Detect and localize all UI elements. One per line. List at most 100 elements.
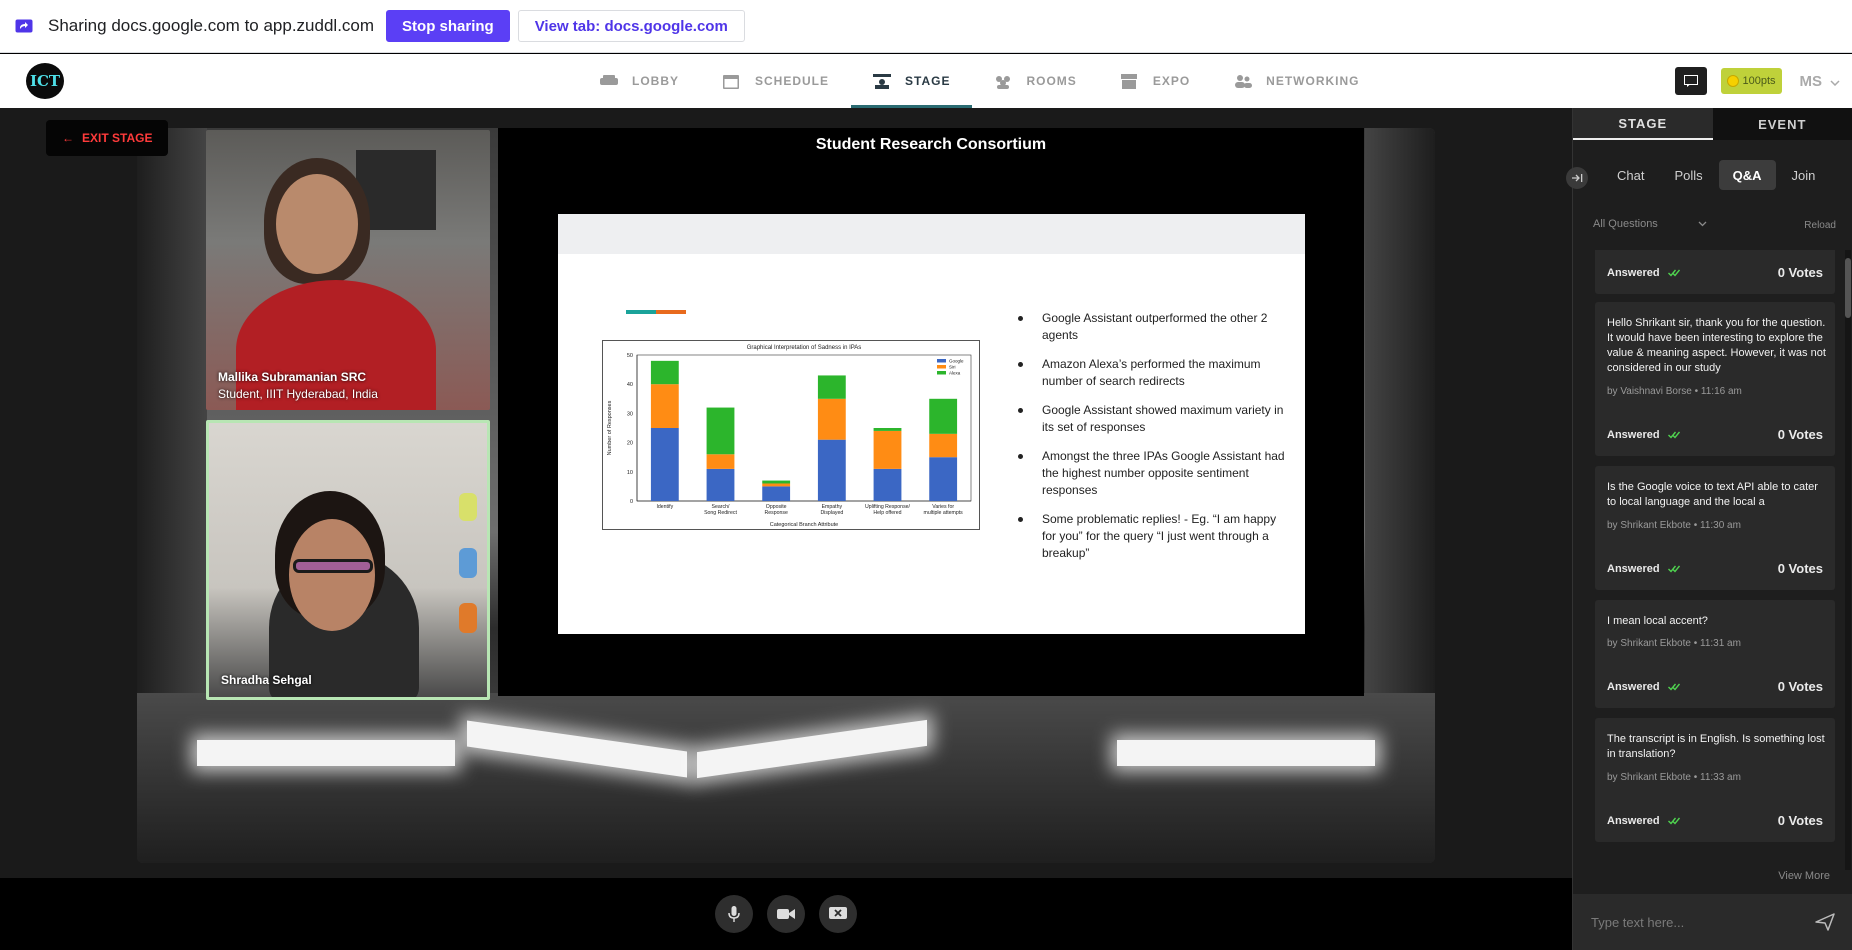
nav-item-stage[interactable]: STAGE — [851, 54, 973, 108]
toy-figure — [459, 493, 477, 521]
bar-segment — [706, 468, 735, 501]
x-tick-label: Opposite — [766, 504, 787, 510]
x-tick-label: multiple attempts — [924, 510, 964, 516]
stage-light — [1117, 740, 1375, 766]
main-nav: LOBBY SCHEDULE STAGE ROOMS EXPO NETWORKI… — [578, 54, 1382, 108]
question-meta: by Shrikant Ekbote • 11:31 am — [1607, 638, 1741, 649]
speaker-shirt — [236, 280, 436, 410]
x-tick-label: Identify — [656, 504, 673, 510]
bullet-item: Google Assistant showed maximum variety … — [1016, 402, 1286, 436]
screen-share-toggle-button[interactable] — [819, 895, 857, 933]
view-more-link[interactable]: View More — [1778, 870, 1830, 882]
nav-item-schedule[interactable]: SCHEDULE — [701, 54, 851, 108]
bar-segment — [817, 375, 846, 399]
nav-item-networking[interactable]: NETWORKING — [1212, 54, 1381, 108]
booth-icon — [1120, 73, 1141, 89]
votes-count: 0 Votes — [1777, 427, 1823, 442]
question-text: I mean local accent? — [1607, 615, 1708, 627]
double-check-icon — [1667, 565, 1680, 573]
event-logo[interactable]: ICT — [26, 63, 64, 99]
legend-swatch — [937, 359, 946, 363]
sadness-chart: Graphical Interpretation of Sadness in I… — [607, 345, 972, 528]
subtab-join[interactable]: Join — [1791, 167, 1816, 183]
stage-controls — [0, 878, 1572, 950]
question-footer: Answered 0 Votes — [1607, 561, 1823, 576]
video-camera-icon — [777, 909, 795, 919]
nav-item-expo[interactable]: EXPO — [1099, 54, 1212, 108]
bar-segment — [817, 439, 846, 501]
bar-segment — [873, 468, 902, 501]
question-card: Hello Shrikant sir, thank you for the qu… — [1595, 302, 1835, 456]
collapse-arrow-icon — [1572, 174, 1583, 182]
nav-right-group: 100pts MS — [1675, 54, 1852, 108]
microphone-button[interactable] — [715, 895, 753, 933]
calendar-icon — [723, 73, 743, 89]
bar-segment — [817, 398, 846, 440]
microphone-icon — [728, 906, 740, 922]
stage-floor — [137, 693, 1435, 863]
double-check-icon — [1667, 269, 1680, 277]
view-tab-button[interactable]: View tab: docs.google.com — [517, 10, 745, 42]
nav-item-label: STAGE — [905, 74, 951, 88]
question-card: The transcript is in English. Is somethi… — [1595, 718, 1835, 842]
scrollbar-track[interactable] — [1845, 250, 1851, 870]
camera-button[interactable] — [767, 895, 805, 933]
toy-figure — [459, 603, 477, 633]
legend-label: Alexa — [949, 371, 961, 376]
bar-segment — [650, 384, 679, 428]
nav-item-label: ROOMS — [1026, 74, 1077, 88]
points-badge[interactable]: 100pts — [1721, 68, 1782, 94]
question-text: Hello Shrikant sir, thank you for the qu… — [1607, 317, 1826, 374]
coin-icon — [1727, 75, 1740, 87]
tab-event[interactable]: EVENT — [1712, 108, 1852, 140]
x-tick-label: Search/ — [712, 504, 730, 510]
votes-count: 0 Votes — [1777, 813, 1823, 828]
bar-segment — [650, 428, 679, 501]
stop-sharing-button[interactable]: Stop sharing — [386, 10, 510, 42]
tab-stage[interactable]: STAGE — [1573, 108, 1713, 140]
subtab-polls[interactable]: Polls — [1674, 167, 1703, 183]
exit-stage-button[interactable]: ← EXIT STAGE — [46, 120, 169, 156]
slide: Graphical Interpretation of Sadness in I… — [558, 214, 1305, 634]
bar-segment — [873, 430, 902, 469]
slide-accent-line — [626, 310, 686, 314]
answered-status: Answered — [1607, 815, 1680, 827]
user-menu[interactable]: MS — [1800, 73, 1841, 90]
question-input[interactable] — [1591, 914, 1805, 930]
nav-item-lobby[interactable]: LOBBY — [578, 54, 701, 108]
answered-status: Answered — [1607, 267, 1680, 279]
votes-count: 0 Votes — [1777, 679, 1823, 694]
speaker-video-1[interactable]: Mallika Subramanian SRC Student, IIIT Hy… — [206, 130, 490, 410]
x-tick-label: Varies for — [932, 504, 954, 510]
x-tick-label: Displayed — [820, 510, 843, 516]
legend-label: Siri — [949, 365, 956, 370]
double-check-icon — [1667, 683, 1680, 691]
speaker-video-2[interactable]: Shradha Sehgal — [206, 420, 490, 700]
people-group-icon — [994, 73, 1014, 89]
glasses — [293, 559, 373, 573]
answered-label: Answered — [1607, 680, 1660, 693]
subtab-qa[interactable]: Q&A — [1718, 160, 1776, 190]
presentation-window[interactable]: Student Research Consortium Graphical In… — [498, 128, 1364, 696]
nav-item-label: EXPO — [1152, 74, 1191, 88]
question-footer: Answered 0 Votes — [1607, 265, 1823, 280]
scrollbar-thumb[interactable] — [1845, 258, 1851, 318]
answered-label: Answered — [1607, 428, 1660, 441]
bar-segment — [929, 457, 958, 501]
user-initials: MS — [1799, 72, 1823, 90]
question-card: Answered 0 Votes — [1595, 250, 1835, 294]
subtab-chat[interactable]: Chat — [1617, 167, 1645, 183]
bullet-item: Amongst the three IPAs Google Assistant … — [1016, 448, 1286, 499]
send-icon[interactable] — [1815, 913, 1835, 931]
plot-frame — [636, 354, 972, 502]
qa-input-bar — [1573, 894, 1852, 950]
question-filter-dropdown[interactable]: All Questions — [1593, 218, 1707, 230]
bar-segment — [873, 428, 902, 431]
reload-button[interactable]: Reload — [1804, 220, 1836, 231]
collapse-sidebar-button[interactable] — [1566, 167, 1588, 189]
x-tick-label: Song Redirect — [704, 510, 737, 516]
bullet-item: Amazon Alexa’s performed the maximum num… — [1016, 356, 1286, 390]
chat-toggle-button[interactable] — [1675, 67, 1708, 95]
nav-item-rooms[interactable]: ROOMS — [972, 54, 1098, 108]
bar-segment — [706, 454, 735, 469]
